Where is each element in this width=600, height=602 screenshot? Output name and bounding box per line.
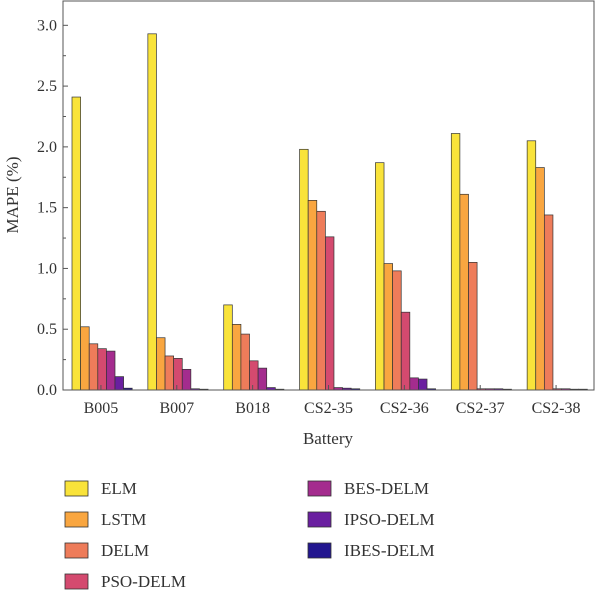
legend-swatch-pso-delm bbox=[64, 573, 89, 590]
bar-pso-delm-b018 bbox=[249, 360, 259, 391]
x-axis-title: Battery bbox=[303, 429, 354, 448]
legend-label-ibes-delm: IBES-DELM bbox=[344, 541, 435, 560]
legend-swatch-ipso-delm bbox=[307, 511, 332, 528]
bar-elm-cs2-37 bbox=[450, 133, 461, 391]
y-tick-label: 1.0 bbox=[37, 260, 57, 277]
bar-elm-cs2-35 bbox=[299, 148, 309, 391]
y-tick-label: 2.5 bbox=[37, 78, 57, 95]
y-axis-title: MAPE (%) bbox=[3, 157, 22, 234]
legend-label-delm: DELM bbox=[101, 541, 149, 560]
y-tick-label: 1.5 bbox=[37, 200, 57, 217]
x-tick-label: CS2-35 bbox=[304, 400, 353, 417]
bar-delm-cs2-37 bbox=[468, 262, 478, 391]
bar-lstm-b005 bbox=[80, 326, 90, 391]
bar-delm-cs2-36 bbox=[392, 270, 402, 391]
x-tick-label: B007 bbox=[159, 400, 194, 417]
y-tick-label: 3.0 bbox=[37, 17, 57, 34]
bar-pso-delm-cs2-35 bbox=[325, 236, 335, 391]
legend-label-pso-delm: PSO-DELM bbox=[101, 572, 186, 591]
y-tick-label: 0.0 bbox=[37, 382, 57, 399]
legend-swatch-lstm bbox=[64, 511, 89, 528]
bar-elm-b005 bbox=[71, 96, 81, 391]
bar-elm-cs2-38 bbox=[526, 140, 537, 391]
bar-elm-cs2-36 bbox=[375, 162, 385, 391]
bar-delm-b007 bbox=[164, 355, 175, 391]
legend-label-lstm: LSTM bbox=[101, 510, 146, 529]
y-tick-label: 2.0 bbox=[37, 139, 57, 156]
x-tick-label: CS2-37 bbox=[456, 400, 505, 417]
bar-elm-b018 bbox=[223, 304, 233, 391]
bar-bes-delm-b007 bbox=[181, 368, 192, 391]
bar-lstm-cs2-38 bbox=[535, 167, 545, 391]
bar-pso-delm-b007 bbox=[173, 358, 183, 391]
x-tick-label: B005 bbox=[84, 400, 119, 417]
y-tick-label: 0.5 bbox=[37, 321, 57, 338]
bar-ipso-delm-cs2-36 bbox=[418, 378, 428, 391]
x-tick-label: B018 bbox=[235, 400, 270, 417]
bar-pso-delm-cs2-36 bbox=[400, 311, 411, 391]
bar-bes-delm-b005 bbox=[106, 350, 116, 391]
x-tick-label: CS2-36 bbox=[380, 400, 429, 417]
legend-swatch-delm bbox=[64, 542, 89, 559]
bars-layer bbox=[71, 33, 588, 391]
legend-swatch-elm bbox=[64, 480, 89, 497]
bar-ipso-delm-b005 bbox=[114, 376, 124, 391]
x-tick-label: CS2-38 bbox=[532, 400, 581, 417]
bar-delm-cs2-35 bbox=[316, 210, 326, 391]
bar-pso-delm-b005 bbox=[97, 348, 107, 391]
bar-elm-b007 bbox=[147, 33, 157, 391]
bar-lstm-b007 bbox=[156, 337, 166, 391]
legend-swatch-ibes-delm bbox=[307, 542, 332, 559]
bar-lstm-cs2-37 bbox=[459, 193, 469, 391]
bar-delm-b018 bbox=[240, 333, 250, 391]
bar-lstm-cs2-35 bbox=[307, 200, 318, 391]
bar-delm-b005 bbox=[88, 343, 99, 391]
legend-swatch-bes-delm bbox=[307, 480, 332, 497]
legend: ELM LSTM DELM PSO-DELM BES-DELM IPSO-DELM IBES… bbox=[64, 479, 435, 591]
y-axis: 0.0 0.5 1.0 1.5 2.0 2.5 3.0 bbox=[37, 17, 68, 399]
legend-label-elm: ELM bbox=[101, 479, 137, 498]
bar-bes-delm-cs2-36 bbox=[409, 377, 419, 391]
legend-label-bes-delm: BES-DELM bbox=[344, 479, 429, 498]
legend-label-ipso-delm: IPSO-DELM bbox=[344, 510, 435, 529]
bar-delm-cs2-38 bbox=[543, 214, 554, 391]
x-axis: B005 B007 B018 CS2-35 CS2-36 CS2-37 CS2-38 bbox=[84, 385, 581, 417]
bar-lstm-b018 bbox=[231, 324, 242, 391]
bar-bes-delm-b018 bbox=[257, 367, 268, 391]
bar-lstm-cs2-36 bbox=[383, 263, 393, 391]
